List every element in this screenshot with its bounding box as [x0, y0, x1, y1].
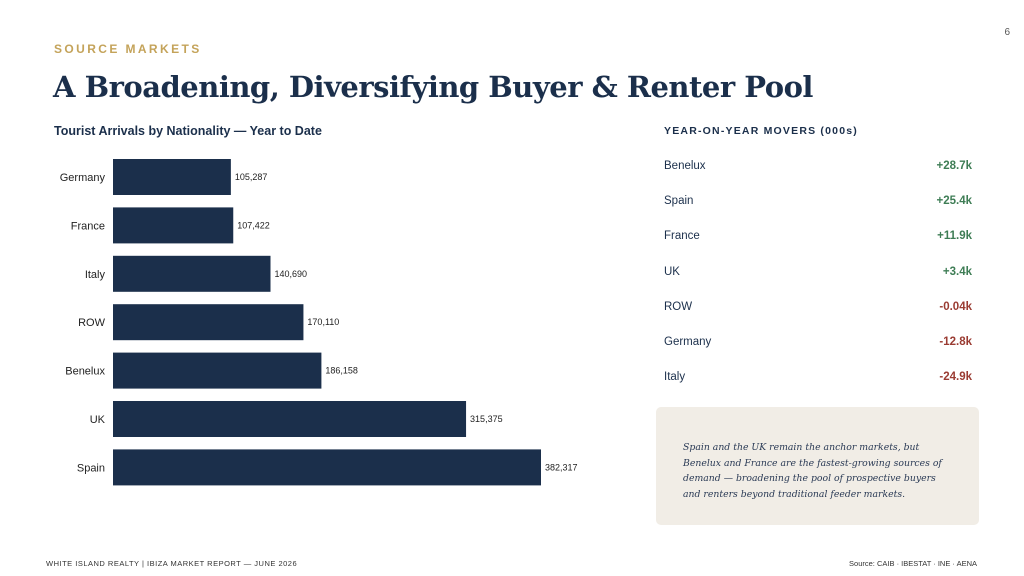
mover-value: -12.8k	[939, 336, 972, 349]
mover-value: -24.9k	[939, 371, 972, 384]
mover-row: Germany -12.8k	[664, 324, 972, 359]
mover-label: Spain	[664, 194, 694, 207]
page-number: 6	[1004, 27, 1010, 38]
value-label: 105,287	[235, 172, 268, 182]
mover-row: Benelux +28.7k	[664, 148, 972, 183]
category-label: ROW	[78, 317, 106, 329]
mover-row: ROW -0.04k	[664, 289, 972, 324]
page-title: A Broadening, Diversifying Buyer & Rente…	[53, 70, 813, 104]
bar-benelux	[113, 352, 322, 389]
mover-value: +28.7k	[936, 159, 973, 172]
category-label: Spain	[77, 462, 105, 474]
value-label: 170,110	[307, 317, 339, 327]
mover-row: Italy -24.9k	[664, 360, 972, 395]
value-label: 140,690	[275, 269, 308, 279]
bar-italy	[113, 255, 271, 292]
mover-value: +11.9k	[937, 230, 972, 243]
movers-title: YEAR-ON-YEAR MOVERS (000s)	[664, 125, 858, 137]
value-label: 315,375	[470, 414, 503, 424]
mover-value: -0.04k	[939, 300, 972, 313]
bar-france	[113, 207, 234, 244]
value-label: 186,158	[325, 366, 358, 376]
footer-source: Source: CAIB · IBESTAT · INE · AENA	[849, 559, 977, 568]
footer-report-label: WHITE ISLAND REALTY | IBIZA MARKET REPOR…	[46, 559, 298, 568]
value-label: 382,317	[545, 462, 578, 472]
bar-germany	[113, 159, 231, 195]
bar-uk	[113, 401, 467, 437]
category-label: Italy	[85, 269, 106, 281]
mover-value: +25.4k	[936, 194, 973, 207]
bar-spain	[113, 449, 541, 486]
category-label: France	[71, 220, 105, 232]
section-eyebrow: SOURCE MARKETS	[54, 42, 202, 56]
arrivals-bar-chart: Germany 105,287 France 107,422 Italy 140,690 R…	[60, 159, 578, 486]
category-label: Benelux	[65, 366, 105, 378]
mover-label: Benelux	[664, 159, 706, 172]
bar-row	[113, 304, 304, 341]
movers-table: Benelux +28.7k Spain +25.4k France +11.9…	[664, 148, 972, 395]
category-label: UK	[90, 414, 106, 426]
mover-row: Spain +25.4k	[664, 183, 972, 218]
value-label: 107,422	[237, 220, 270, 230]
mover-label: Italy	[664, 371, 686, 384]
insight-note-text: Spain and the UK remain the anchor marke…	[683, 442, 942, 500]
mover-label: France	[664, 230, 700, 243]
chart-title: Tourist Arrivals by Nationality — Year t…	[54, 124, 322, 138]
mover-row: France +11.9k	[664, 219, 972, 254]
mover-row: UK +3.4k	[664, 254, 972, 289]
mover-label: ROW	[664, 300, 693, 313]
mover-label: UK	[664, 265, 680, 278]
mover-value: +3.4k	[942, 265, 972, 278]
mover-label: Germany	[664, 336, 712, 349]
insight-note: Spain and the UK remain the anchor marke…	[656, 407, 979, 525]
category-label: Germany	[60, 172, 106, 184]
